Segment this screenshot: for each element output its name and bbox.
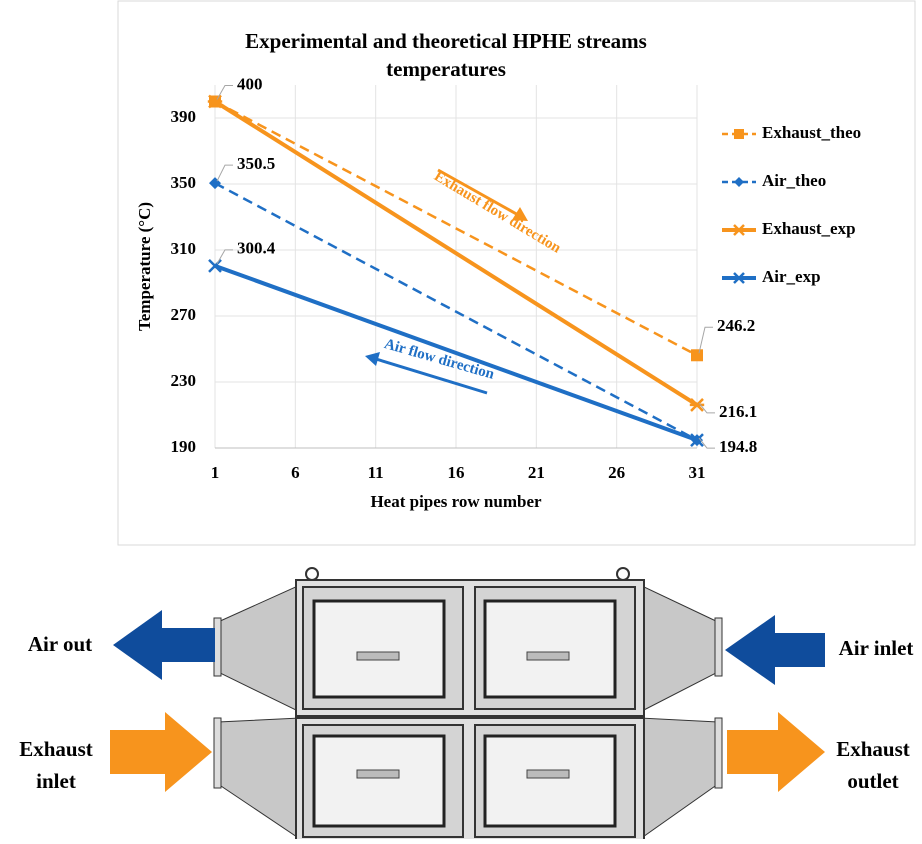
label-exhaust-inlet: Exhaust: [19, 737, 93, 761]
cone: [218, 718, 300, 839]
data-label: 216.1: [719, 402, 757, 421]
legend-label: Air_exp: [762, 267, 821, 286]
arrow-air-out: [113, 610, 215, 680]
handle: [527, 770, 569, 778]
label-exhaust-inlet: inlet: [36, 769, 76, 793]
arrow-air-in: [725, 615, 825, 685]
data-label: 300.4: [237, 239, 276, 258]
door: [314, 736, 444, 826]
label-exhaust-outlet: outlet: [847, 769, 898, 793]
flange: [214, 618, 221, 676]
handle: [357, 770, 399, 778]
flange: [715, 618, 722, 676]
door: [485, 601, 615, 697]
legend-label: Exhaust_exp: [762, 219, 856, 238]
hook: [306, 568, 318, 580]
x-tick-label: 16: [448, 463, 465, 482]
arrow-exhaust-in: [110, 712, 212, 792]
legend-label: Exhaust_theo: [762, 123, 861, 142]
figure: Experimental and theoretical HPHE stream…: [0, 0, 922, 839]
data-label: 246.2: [717, 316, 755, 335]
y-axis-label: Temperature (°C): [135, 202, 154, 331]
label-air-inlet: Air inlet: [839, 636, 914, 660]
handle: [527, 652, 569, 660]
hphe-diagram: Air out Air inlet Exhaust inlet Exhaust …: [19, 568, 913, 839]
chart-title: temperatures: [386, 57, 506, 81]
cone: [640, 718, 718, 839]
label-exhaust-outlet: Exhaust: [836, 737, 910, 761]
x-tick-label: 26: [608, 463, 625, 482]
data-label: 400: [237, 74, 263, 93]
data-label: 194.8: [719, 437, 757, 456]
flange: [214, 718, 221, 788]
x-tick-label: 21: [528, 463, 545, 482]
flange: [715, 718, 722, 788]
cone: [640, 585, 718, 712]
chart-title: Experimental and theoretical HPHE stream…: [245, 29, 647, 53]
y-tick-label: 390: [171, 107, 197, 126]
legend-symbol: [734, 129, 744, 139]
x-tick-label: 6: [291, 463, 300, 482]
x-tick-label: 1: [211, 463, 220, 482]
x-tick-label: 11: [368, 463, 384, 482]
x-tick-label: 31: [689, 463, 706, 482]
y-tick-label: 310: [171, 239, 197, 258]
cone: [218, 585, 300, 712]
handle: [357, 652, 399, 660]
x-axis-label: Heat pipes row number: [370, 492, 542, 511]
label-air-out: Air out: [28, 632, 92, 656]
legend-label: Air_theo: [762, 171, 826, 190]
y-tick-label: 350: [171, 173, 197, 192]
door: [314, 601, 444, 697]
y-tick-label: 270: [171, 305, 197, 324]
page: {"chart_data": {"type": "line", "title":…: [0, 0, 922, 839]
marker: [691, 349, 703, 361]
arrow-exhaust-out: [727, 712, 825, 792]
y-tick-label: 230: [171, 371, 197, 390]
hook: [617, 568, 629, 580]
data-label: 350.5: [237, 154, 275, 173]
y-tick-label: 190: [171, 437, 197, 456]
door: [485, 736, 615, 826]
